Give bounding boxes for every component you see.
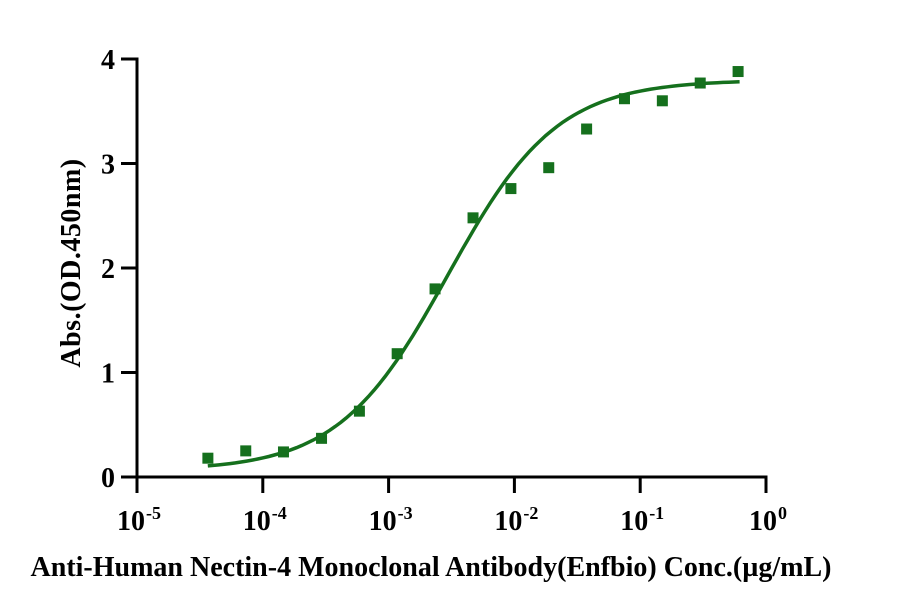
- data-point: [353, 405, 365, 417]
- y-tick-label: 1: [101, 359, 115, 390]
- data-point: [316, 432, 328, 444]
- data-point: [277, 446, 289, 458]
- y-tick-label: 2: [101, 254, 115, 285]
- data-point: [732, 66, 744, 78]
- y-tick-label: 4: [101, 45, 115, 76]
- data-point: [391, 348, 403, 360]
- fit-curve: [207, 80, 740, 468]
- data-point: [202, 452, 214, 464]
- data-point: [505, 183, 517, 195]
- data-point: [467, 212, 479, 224]
- x-tick-label: 10-2: [494, 503, 538, 537]
- x-tick-label: 10-1: [620, 503, 664, 537]
- x-axis-title: Anti-Human Nectin-4 Monoclonal Antibody(…: [30, 552, 832, 583]
- x-tick-label: 100: [749, 503, 787, 537]
- data-point: [694, 77, 706, 89]
- data-point: [240, 445, 252, 457]
- x-tick-label: 10-5: [117, 503, 161, 537]
- data-point: [656, 95, 668, 107]
- data-point: [543, 162, 555, 174]
- y-tick-label: 0: [101, 463, 115, 494]
- x-tick-label: 10-3: [369, 503, 413, 537]
- y-tick-label: 3: [101, 150, 115, 181]
- data-point: [618, 93, 630, 105]
- y-axis-title: Abs.(OD.450nm): [56, 158, 87, 368]
- data-point: [429, 283, 441, 295]
- x-tick-label: 10-4: [243, 503, 287, 537]
- data-point: [581, 123, 593, 135]
